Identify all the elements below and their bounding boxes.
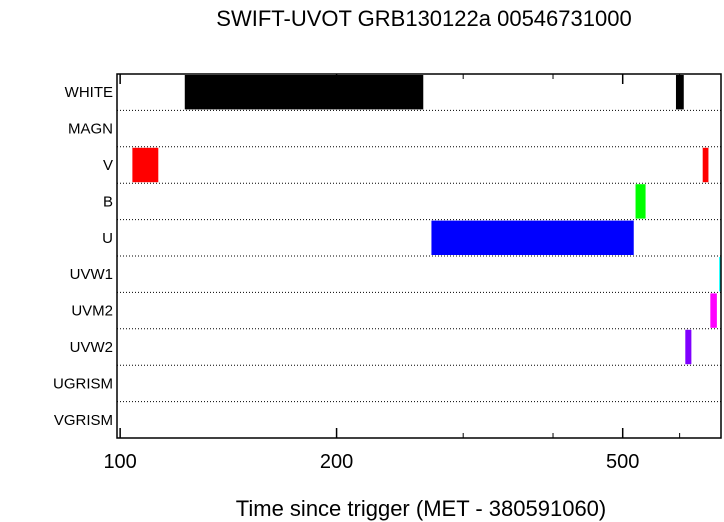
y-tick-label-magn: MAGN — [68, 121, 113, 138]
plot-frame — [116, 73, 722, 439]
exposure-bar-v — [702, 147, 709, 183]
exposure-bar-uvw2 — [685, 329, 692, 365]
y-tick-label-uvw1: UVW1 — [70, 266, 113, 283]
y-tick-label-ugrism: UGRISM — [53, 375, 113, 392]
y-tick-label-uvw2: UVW2 — [70, 339, 113, 356]
exposure-bars — [132, 75, 721, 365]
exposure-bar-uvm2 — [710, 293, 717, 328]
chart-title: SWIFT-UVOT GRB130122a 00546731000 — [216, 6, 631, 31]
row-separators — [117, 109, 721, 403]
exposure-bar-u — [431, 220, 634, 255]
exposure-bar-white — [675, 75, 684, 110]
exposure-bar-v — [132, 147, 159, 183]
x-axis-label: Time since trigger (MET - 380591060) — [236, 496, 607, 521]
y-tick-label-v: V — [103, 157, 113, 174]
y-tick-label-vgrism: VGRISM — [54, 412, 113, 429]
y-tick-labels: WHITE MAGN V B U UVW1 UVM2 UVW2 UGRISM VGRISM — [53, 84, 113, 429]
x-tick-label: 500 — [606, 451, 639, 473]
x-tick-label: 200 — [320, 451, 353, 473]
exposure-bar-uvw1 — [719, 257, 721, 292]
exposure-bar-b — [635, 184, 646, 219]
exposure-bar-white — [184, 75, 424, 110]
y-tick-label-b: B — [103, 193, 113, 210]
x-ticks: 100 200 500 — [103, 74, 681, 473]
y-tick-label-uvm2: UVM2 — [71, 303, 113, 320]
y-tick-label-white: WHITE — [65, 84, 113, 101]
x-tick-label: 100 — [103, 451, 136, 473]
y-tick-label-u: U — [102, 230, 113, 247]
